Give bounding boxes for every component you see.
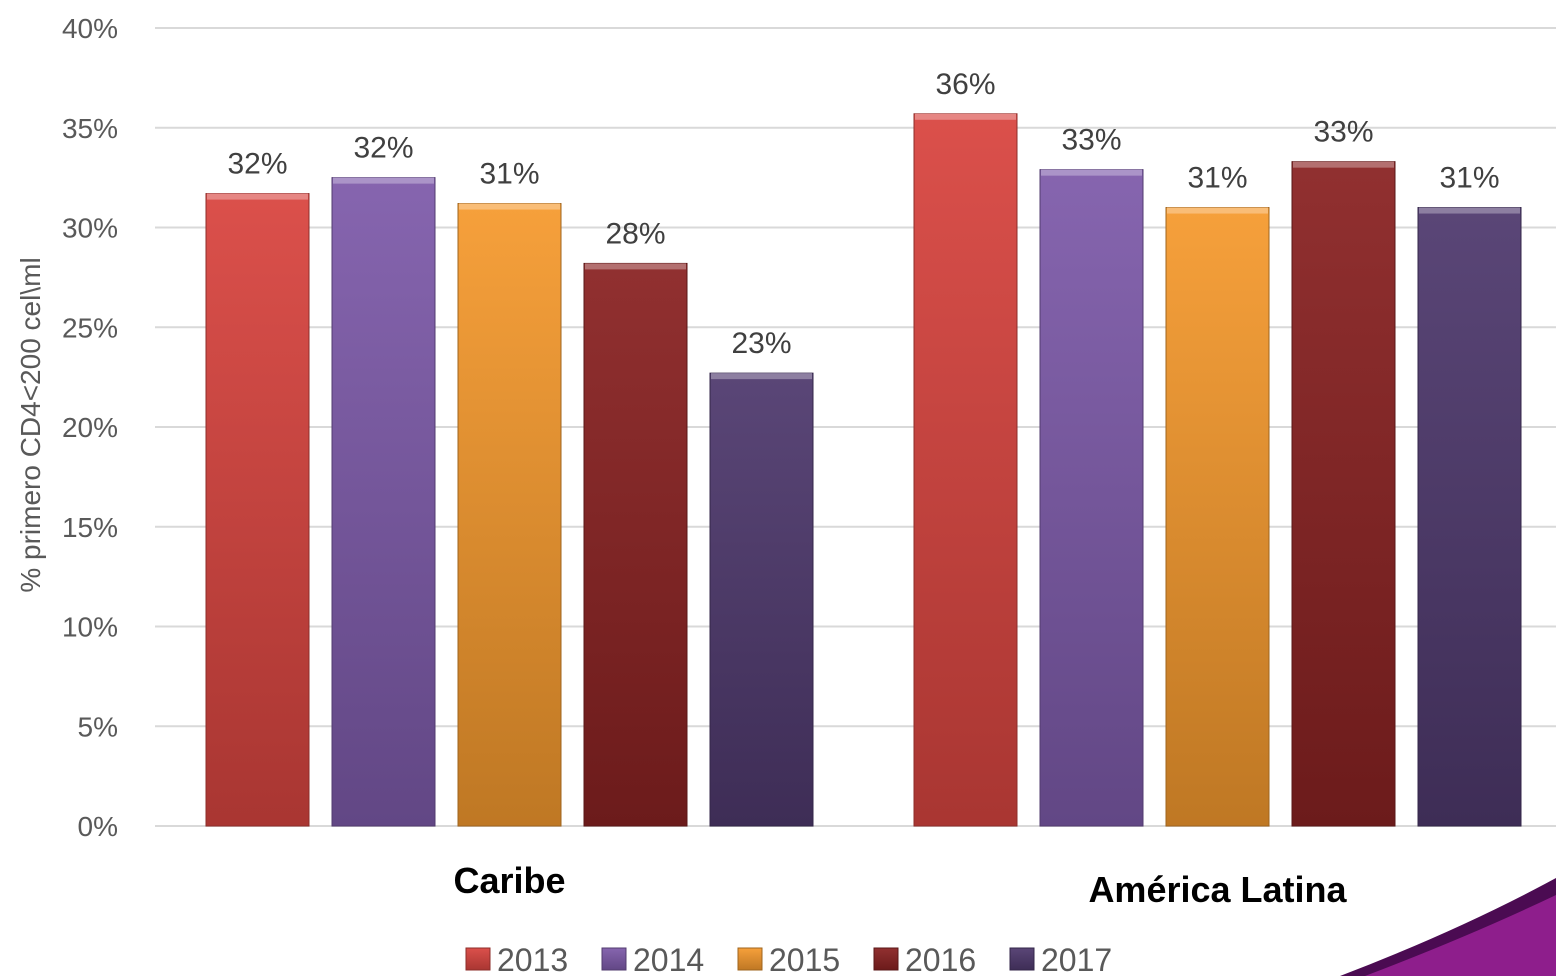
bar-bevel xyxy=(585,263,686,270)
y-tick-label: 25% xyxy=(62,312,118,343)
y-axis-label: % primero CD4<200 cel\ml xyxy=(15,257,46,592)
legend-item-2014: 2014 xyxy=(601,942,704,976)
bar-bevel xyxy=(1167,207,1268,214)
data-label: 31% xyxy=(479,158,539,191)
category-labels: Caribe América Latina xyxy=(453,860,1347,910)
bar-bevel xyxy=(1419,207,1520,214)
data-label: 32% xyxy=(353,132,413,165)
bar-body xyxy=(1165,207,1270,827)
data-label: 32% xyxy=(227,148,287,181)
y-tick-label: 40% xyxy=(62,13,118,44)
data-labels: 32% 32% 31% 28% 23% 36% 33% 31% 33% 31% xyxy=(227,68,1499,360)
category-label: Caribe xyxy=(453,860,565,901)
y-tick-label: 20% xyxy=(62,412,118,443)
legend-item-2016: 2016 xyxy=(873,942,976,976)
corner-decoration xyxy=(1340,878,1556,976)
legend-swatch xyxy=(873,947,899,971)
bar-bevel xyxy=(915,113,1016,120)
legend-label: 2015 xyxy=(769,942,840,976)
legend-swatch xyxy=(737,947,763,971)
bar-bevel xyxy=(1293,161,1394,168)
legend-label: 2013 xyxy=(497,942,568,976)
data-label: 33% xyxy=(1313,116,1373,149)
bar-bevel xyxy=(1041,169,1142,176)
data-label: 31% xyxy=(1439,162,1499,195)
bar-bevel xyxy=(459,203,560,210)
legend-label: 2016 xyxy=(905,942,976,976)
data-label: 36% xyxy=(935,68,995,101)
y-tick-label: 0% xyxy=(78,811,118,842)
bar-body xyxy=(1417,207,1522,827)
data-label: 23% xyxy=(731,327,791,360)
y-tick-label: 15% xyxy=(62,512,118,543)
bar-2017-0 xyxy=(709,372,814,827)
bar-body xyxy=(205,193,310,827)
bar-2016-0 xyxy=(583,262,688,827)
bar-bevel xyxy=(333,177,434,184)
legend: 2013 2014 2015 2016 2017 xyxy=(465,942,1112,976)
bar-body xyxy=(913,113,1018,827)
legend-item-2013: 2013 xyxy=(465,942,568,976)
legend-item-2017: 2017 xyxy=(1009,942,1112,976)
bar-body xyxy=(709,372,814,827)
bar-body xyxy=(1039,169,1144,827)
bar-2017-1 xyxy=(1417,207,1522,827)
legend-swatch xyxy=(465,947,491,971)
bars xyxy=(205,113,1522,827)
bar-body xyxy=(457,203,562,827)
bar-body xyxy=(1291,161,1396,827)
legend-swatch xyxy=(1009,947,1035,971)
bar-body xyxy=(583,262,688,827)
y-tick-label: 5% xyxy=(78,711,118,742)
data-label: 33% xyxy=(1061,124,1121,157)
legend-label: 2014 xyxy=(633,942,704,976)
data-label: 31% xyxy=(1187,162,1247,195)
legend-swatch xyxy=(601,947,627,971)
y-tick-label: 30% xyxy=(62,213,118,244)
bar-2014-0 xyxy=(331,177,436,827)
bar-body xyxy=(331,177,436,827)
bar-2016-1 xyxy=(1291,161,1396,827)
legend-item-2015: 2015 xyxy=(737,942,840,976)
corner-swoosh-light xyxy=(1365,895,1556,976)
bar-2013-0 xyxy=(205,193,310,827)
data-label: 28% xyxy=(605,217,665,250)
bar-2013-1 xyxy=(913,113,1018,827)
bar-bevel xyxy=(207,193,308,200)
bar-bevel xyxy=(711,373,812,380)
legend-label: 2017 xyxy=(1041,942,1112,976)
y-axis-ticks: 0% 5% 10% 15% 20% 25% 30% 35% 40% xyxy=(62,13,118,842)
bar-2015-0 xyxy=(457,203,562,827)
bar-2015-1 xyxy=(1165,207,1270,827)
bar-2014-1 xyxy=(1039,169,1144,827)
y-tick-label: 10% xyxy=(62,612,118,643)
y-tick-label: 35% xyxy=(62,113,118,144)
category-label: América Latina xyxy=(1088,869,1347,910)
